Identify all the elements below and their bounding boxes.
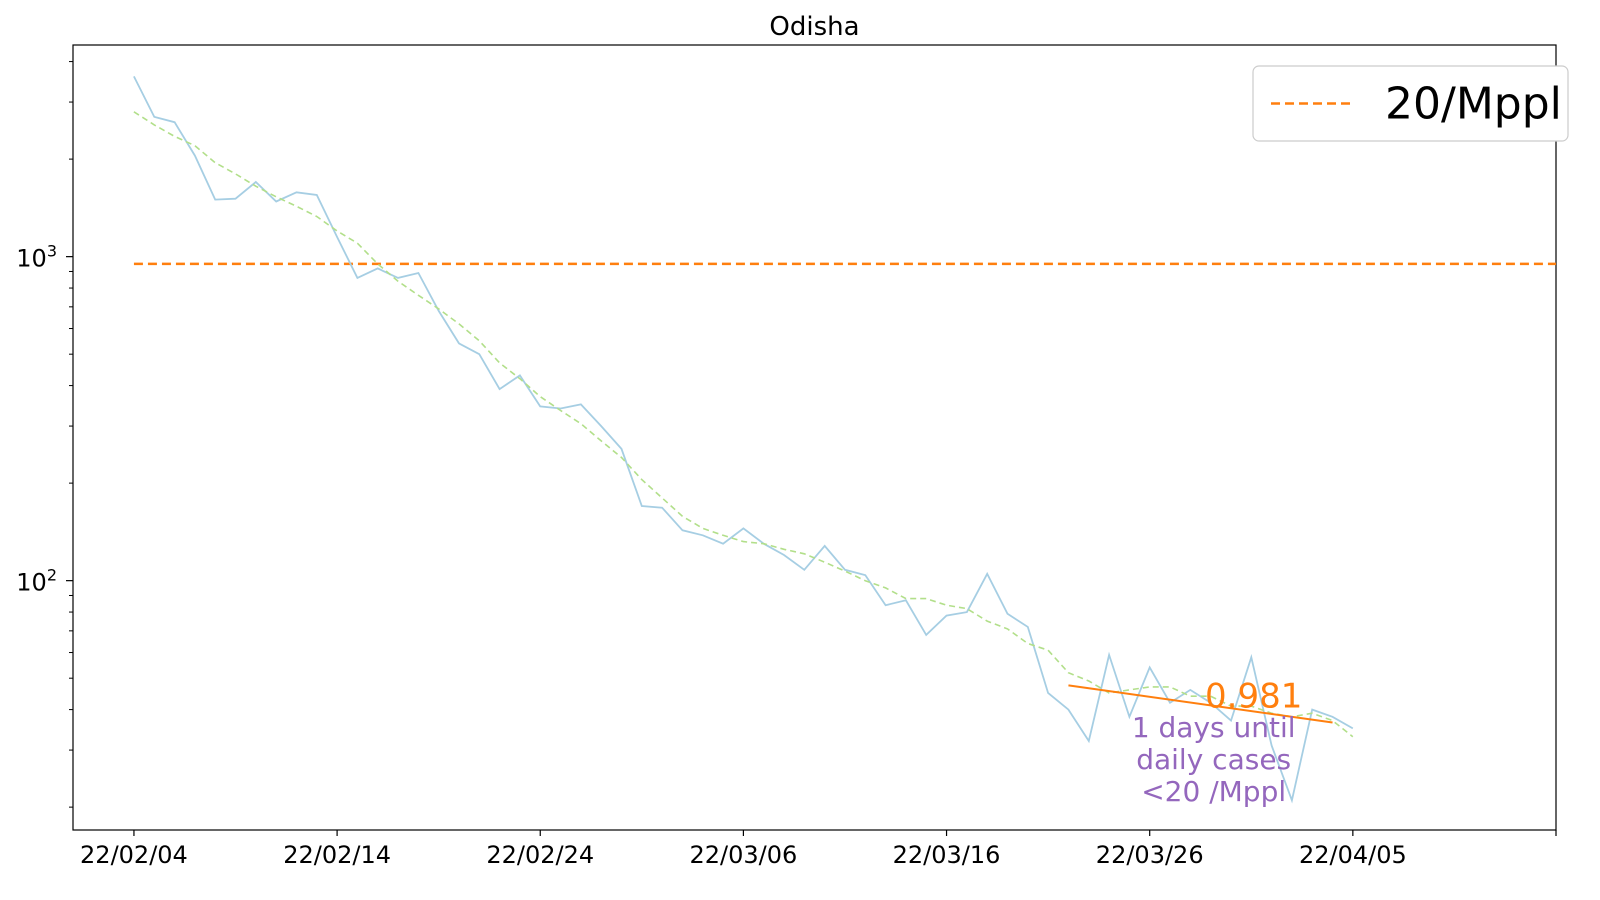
y-axis: 102 103 bbox=[16, 61, 73, 808]
days-until-annotation-line: <20 /Mppl bbox=[1141, 775, 1286, 808]
legend: 20/Mppl bbox=[1252, 65, 1569, 142]
days-until-annotation-line: 1 days until bbox=[1132, 711, 1296, 744]
days-until-annotation-line: daily cases bbox=[1136, 743, 1291, 776]
x-tick-label: 22/03/06 bbox=[689, 841, 797, 869]
growth-rate-annotation: 0.981 bbox=[1205, 676, 1302, 716]
x-tick-label: 22/02/24 bbox=[486, 841, 594, 869]
legend-box bbox=[1252, 65, 1569, 142]
x-axis: 22/02/04 22/02/14 22/02/24 22/03/06 22/03/16… bbox=[80, 830, 1557, 869]
y-tick-label: 102 bbox=[16, 566, 57, 597]
plot-area-frame bbox=[72, 44, 1557, 831]
x-tick-label: 22/02/14 bbox=[283, 841, 391, 869]
series-line-daily bbox=[133, 75, 1354, 804]
x-tick-label: 22/03/16 bbox=[893, 841, 1001, 869]
legend-label: 20/Mppl bbox=[1385, 79, 1562, 130]
plot-content bbox=[133, 75, 1556, 804]
y-tick-label: 103 bbox=[16, 242, 57, 273]
x-tick-label: 22/04/05 bbox=[1299, 841, 1407, 869]
series-line-7-day-average bbox=[133, 111, 1354, 738]
x-tick-label: 22/02/04 bbox=[80, 841, 188, 869]
chart-title: Odisha bbox=[769, 12, 859, 42]
x-tick-label: 22/03/26 bbox=[1096, 841, 1204, 869]
trend-line bbox=[1068, 684, 1333, 724]
